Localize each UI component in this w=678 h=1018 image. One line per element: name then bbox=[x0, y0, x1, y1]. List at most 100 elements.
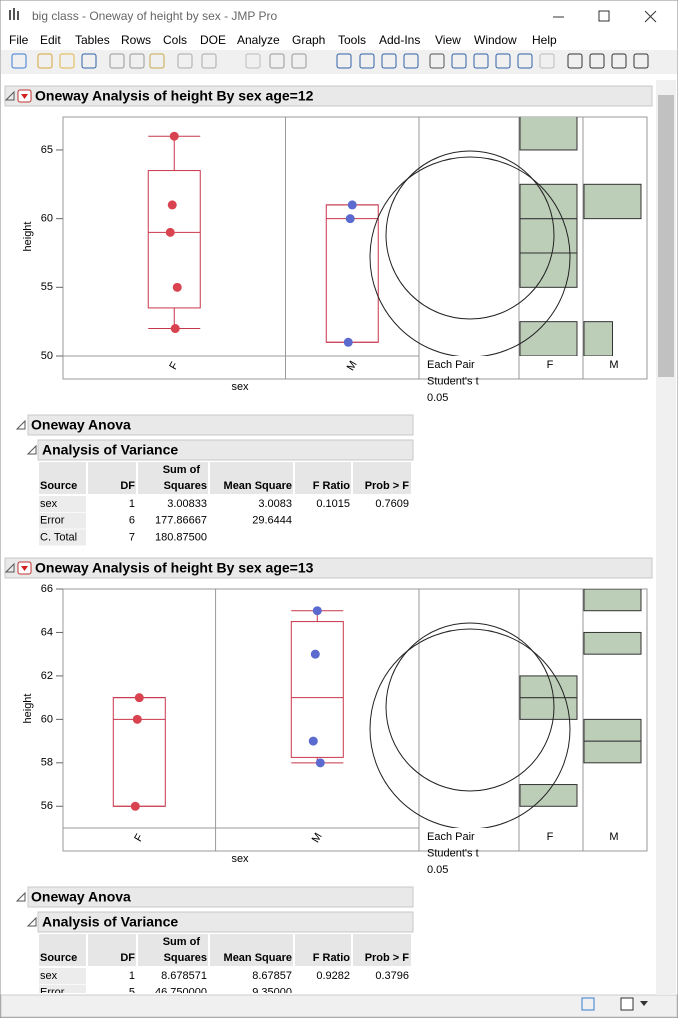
disclosure-toggle[interactable] bbox=[15, 419, 26, 430]
toolbar-button[interactable] bbox=[291, 53, 307, 69]
histogram-bar bbox=[583, 321, 613, 356]
toolbar-button[interactable] bbox=[37, 53, 53, 69]
column-header bbox=[295, 462, 351, 494]
outline-header bbox=[27, 886, 414, 908]
table-cell: 1 bbox=[129, 498, 135, 510]
column-header bbox=[39, 934, 86, 966]
outline-title: Oneway Anova bbox=[31, 417, 131, 433]
table-cell: 0.3796 bbox=[375, 970, 409, 982]
histogram-bar bbox=[583, 589, 642, 612]
maximize-button[interactable] bbox=[598, 10, 610, 22]
menu-item[interactable]: File bbox=[9, 33, 29, 47]
table-cell: 1 bbox=[129, 970, 135, 982]
menu-item[interactable]: Analyze bbox=[237, 33, 280, 47]
red-triangle-icon[interactable] bbox=[21, 566, 28, 571]
data-point bbox=[172, 282, 182, 292]
toolbar-button[interactable] bbox=[109, 53, 125, 69]
window-list-icon[interactable] bbox=[620, 997, 634, 1011]
menu-item[interactable]: Window bbox=[474, 33, 517, 47]
comparison-label: Each Pair bbox=[427, 831, 475, 843]
toolbar-button[interactable] bbox=[359, 53, 375, 69]
toolbar-button[interactable] bbox=[567, 53, 583, 69]
table-cell: 5 bbox=[129, 987, 135, 999]
toolbar-button[interactable] bbox=[81, 53, 97, 69]
toolbar-button[interactable] bbox=[59, 53, 75, 69]
y-tick-label: 56 bbox=[41, 800, 53, 812]
status-bar bbox=[0, 994, 678, 1018]
toolbar-button[interactable] bbox=[633, 53, 649, 69]
table-cell: 7 bbox=[129, 531, 135, 543]
data-point bbox=[310, 649, 320, 659]
menu-item[interactable]: DOE bbox=[200, 33, 226, 47]
toolbar-button[interactable] bbox=[539, 53, 555, 69]
table-cell: 8.67857 bbox=[252, 970, 292, 982]
menu-item[interactable]: View bbox=[435, 33, 461, 47]
column-header-label: DF bbox=[120, 480, 135, 492]
toolbar-button[interactable] bbox=[495, 53, 511, 69]
home-icon[interactable] bbox=[581, 997, 595, 1011]
close-button[interactable] bbox=[644, 10, 657, 23]
data-point bbox=[345, 214, 355, 224]
row-header-cell bbox=[39, 512, 86, 529]
menu-item[interactable]: Tables bbox=[75, 33, 110, 47]
column-header bbox=[39, 462, 86, 494]
histogram-bar bbox=[519, 183, 578, 220]
toolbar-button[interactable] bbox=[245, 53, 261, 69]
toolbar-button[interactable] bbox=[177, 53, 193, 69]
y-tick-label: 58 bbox=[41, 757, 53, 769]
column-header-label: Squares bbox=[164, 480, 207, 492]
menu-item[interactable]: Cols bbox=[163, 33, 187, 47]
table-cell: 0.9282 bbox=[316, 970, 350, 982]
comparison-label: 0.05 bbox=[427, 864, 448, 876]
disclosure-toggle[interactable] bbox=[15, 891, 26, 902]
toolbar-button[interactable] bbox=[129, 53, 145, 69]
data-point bbox=[170, 324, 180, 334]
disclosure-toggle[interactable] bbox=[4, 90, 15, 101]
data-point bbox=[132, 714, 142, 724]
toolbar-button[interactable] bbox=[517, 53, 533, 69]
red-triangle-icon[interactable] bbox=[21, 94, 28, 99]
comparison-label: Student's t bbox=[427, 375, 479, 387]
x-axis-label: sex bbox=[231, 853, 249, 865]
menu-item[interactable]: Help bbox=[532, 33, 557, 47]
toolbar-button[interactable] bbox=[149, 53, 165, 69]
comparison-circle bbox=[385, 150, 555, 320]
menu-item[interactable]: Tools bbox=[338, 33, 366, 47]
toolbar-button[interactable] bbox=[336, 53, 352, 69]
outline-title: Analysis of Variance bbox=[42, 914, 178, 930]
menu-item[interactable]: Add-Ins bbox=[379, 33, 420, 47]
status-cover bbox=[1, 993, 656, 995]
comparison-label: Each Pair bbox=[427, 359, 475, 371]
toolbar-button[interactable] bbox=[269, 53, 285, 69]
data-point bbox=[169, 131, 179, 141]
window-list-dropdown[interactable] bbox=[640, 1001, 648, 1006]
y-tick-label: 60 bbox=[41, 713, 53, 725]
menu-item[interactable]: Graph bbox=[292, 33, 325, 47]
column-header bbox=[138, 934, 208, 966]
comparison-label: Student's t bbox=[427, 847, 479, 859]
comparison-label: 0.05 bbox=[427, 392, 448, 404]
scrollbar-thumb[interactable] bbox=[658, 95, 674, 377]
menu-item[interactable]: Rows bbox=[121, 33, 151, 47]
toolbar-button[interactable] bbox=[403, 53, 419, 69]
column-header-label: Prob > F bbox=[365, 952, 410, 964]
histogram-label: M bbox=[609, 831, 618, 843]
toolbar-button[interactable] bbox=[201, 53, 217, 69]
disclosure-toggle[interactable] bbox=[26, 916, 37, 927]
table-cell: sex bbox=[40, 498, 58, 510]
menu-item[interactable]: Edit bbox=[40, 33, 61, 47]
column-header-label: Sum of bbox=[163, 464, 201, 476]
histogram-label: F bbox=[547, 359, 554, 371]
y-tick-label: 65 bbox=[41, 144, 53, 156]
toolbar-button[interactable] bbox=[611, 53, 627, 69]
toolbar-button[interactable] bbox=[381, 53, 397, 69]
toolbar-button[interactable] bbox=[589, 53, 605, 69]
toolbar-button[interactable] bbox=[11, 53, 27, 69]
report-title: Oneway Analysis of height By sex age=13 bbox=[35, 560, 314, 576]
disclosure-toggle[interactable] bbox=[4, 562, 15, 573]
toolbar-button[interactable] bbox=[451, 53, 467, 69]
disclosure-toggle[interactable] bbox=[26, 444, 37, 455]
toolbar-button[interactable] bbox=[429, 53, 445, 69]
toolbar-button[interactable] bbox=[473, 53, 489, 69]
outline-header bbox=[27, 414, 414, 436]
